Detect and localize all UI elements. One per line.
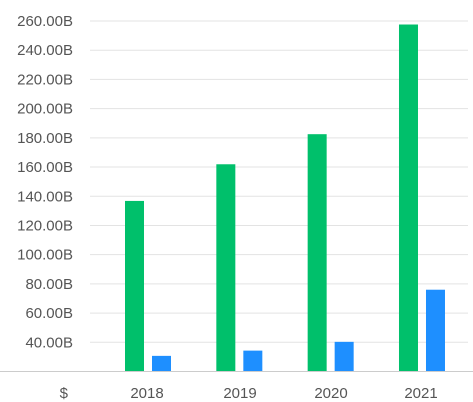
bar-2021-series-1 — [398, 24, 418, 372]
y-tick-label: 40.00B — [25, 334, 73, 351]
x-tick-label: 2021 — [404, 385, 437, 402]
y-tick-label: 260.00B — [17, 13, 73, 30]
y-tick-label: 160.00B — [17, 159, 73, 176]
y-tick-label: 220.00B — [17, 71, 73, 88]
x-tick-label: 2019 — [223, 385, 256, 402]
y-tick-label: 200.00B — [17, 101, 73, 118]
bar-2019-series-1 — [216, 164, 236, 372]
bars — [125, 24, 445, 372]
bar-2020-series-1 — [307, 134, 327, 372]
y-tick-label: 180.00B — [17, 130, 73, 147]
bar-2018-series-1 — [125, 200, 144, 372]
x-axis-tick-labels: 2018 2019 2020 2021 — [130, 385, 437, 402]
y-axis-tick-labels: 40.00B 60.00B 80.00B 100.00B 120.00B 140.00B 1… — [17, 13, 73, 351]
y-tick-label: 80.00B — [25, 276, 73, 293]
y-tick-label: 100.00B — [17, 247, 73, 264]
x-tick-label: 2020 — [314, 385, 347, 402]
y-tick-label: 140.00B — [17, 188, 73, 205]
bar-2021-series-2 — [425, 289, 445, 372]
y-tick-label: 60.00B — [25, 305, 73, 322]
bar-2019-series-2 — [243, 350, 263, 372]
y-tick-label: 240.00B — [17, 42, 73, 59]
y-tick-label: 120.00B — [17, 217, 73, 234]
bar-2018-series-2 — [152, 355, 171, 372]
bar-2020-series-2 — [334, 341, 354, 372]
currency-symbol: $ — [60, 385, 69, 402]
x-tick-label: 2018 — [130, 385, 163, 402]
